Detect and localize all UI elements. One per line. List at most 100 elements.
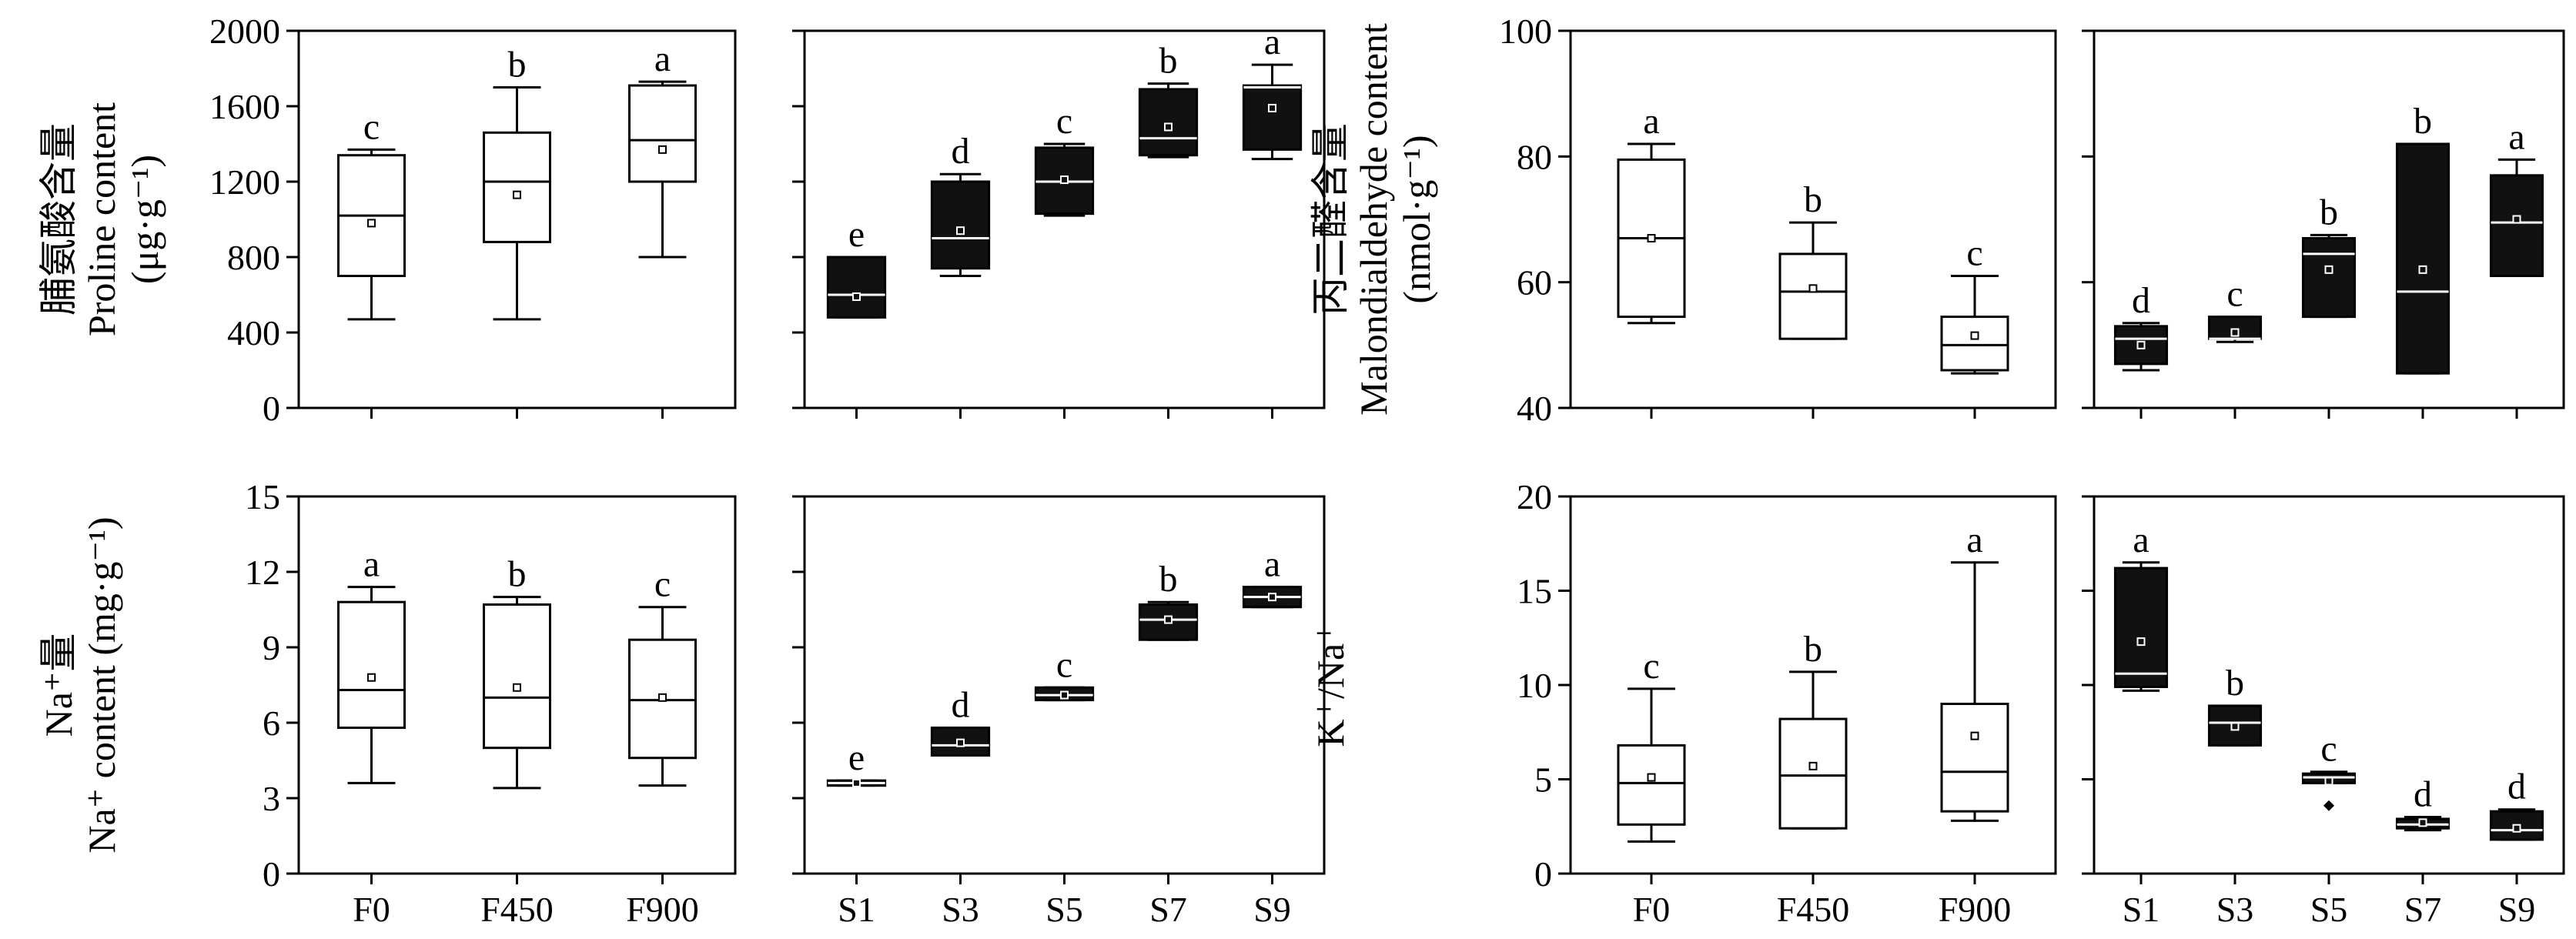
- panel-malondialdehyde-left: 40 60 80 100 a b c: [1499, 12, 2057, 428]
- box-S9: S9 d: [2489, 767, 2544, 929]
- x-tick-label: F900: [626, 890, 699, 929]
- significance-letter: c: [1056, 644, 1072, 685]
- x-tick-label: F450: [1777, 890, 1850, 929]
- box-S9: a: [2489, 116, 2544, 419]
- y-tick-label: 10: [1517, 666, 1552, 705]
- x-tick-label: F900: [1939, 890, 2012, 929]
- panel-proline-right: e d c b a: [792, 22, 1326, 419]
- mean-marker: [2136, 637, 2146, 647]
- box-F450: b: [1778, 179, 1848, 419]
- iqr-box: [2113, 566, 2169, 688]
- y-tick-label: 15: [1517, 572, 1552, 611]
- mean-marker: [658, 693, 667, 702]
- x-tick-label: S9: [1253, 890, 1291, 929]
- panel-malondialdehyde-right: d c b b a: [2082, 29, 2565, 419]
- panel-na-content-left: 0 3 6 9 12 15 F0 a F450 b F900 c: [245, 477, 737, 929]
- y-tick-label: 0: [263, 389, 280, 428]
- mean-marker: [1970, 731, 1979, 740]
- box-S3: d: [930, 131, 991, 419]
- iqr-box: [930, 727, 991, 757]
- y-axis-label: K⁺/Na⁺: [1309, 623, 1352, 747]
- x-tick-label: F450: [480, 890, 554, 929]
- mean-marker: [2512, 824, 2521, 833]
- x-tick-label: S5: [1045, 890, 1083, 929]
- mean-marker: [2230, 722, 2240, 731]
- y-tick-label: 60: [1517, 263, 1552, 302]
- significance-letter: e: [848, 737, 865, 778]
- mean-marker: [1808, 761, 1818, 770]
- mean-marker: [658, 145, 667, 154]
- box-F900: c: [1940, 233, 2009, 419]
- iqr-box: [930, 180, 991, 270]
- y-tick-label: 6: [263, 703, 280, 743]
- y-tick-label: 9: [263, 628, 280, 667]
- mean-marker: [1164, 615, 1173, 624]
- mean-marker: [956, 226, 965, 236]
- y-tick-label: 400: [227, 313, 280, 353]
- y-axis-label: 丙二醛含量 Malondialdehyde content (nmol·g⁻¹): [1309, 23, 1438, 416]
- significance-letter: c: [363, 106, 380, 147]
- iqr-box: [1778, 252, 1848, 340]
- y-axis-label-line: 脯氨酸含量: [37, 123, 80, 316]
- box-S7: S7 d: [2395, 774, 2451, 929]
- significance-letter: a: [1643, 101, 1659, 142]
- box-S1: e: [826, 214, 887, 419]
- y-axis-label-line: Malondialdehyde content: [1352, 23, 1395, 416]
- panel-k-na-ratio-left: 0 5 10 15 20 F0 c F450 b F900 a: [1517, 477, 2057, 929]
- significance-letter: c: [1966, 233, 1982, 274]
- mean-marker: [1268, 103, 1276, 112]
- iqr-box: [483, 603, 551, 750]
- chart-k-na-ratio: 0 5 10 15 20 F0 c F450 b F900 a S1 a S3 b S5 c S7 d S9 d K⁺/N…: [1309, 477, 2565, 929]
- y-tick-label: 800: [227, 238, 280, 277]
- iqr-box: [826, 256, 887, 319]
- iqr-box: [628, 84, 697, 183]
- chart-na-content: 0 3 6 9 12 15 F0 a F450 b F900 c S1 e S3 d S5 c S7 b S9 a Na⁺量…: [37, 477, 1326, 929]
- y-axis-label-line: Na⁺量: [37, 633, 80, 737]
- significance-letter: b: [1804, 179, 1822, 220]
- y-axis-label: 脯氨酸含量 Proline content (μg·g⁻¹): [37, 102, 166, 336]
- y-axis-label-line: Na⁺ content (mg·g⁻¹): [80, 516, 123, 853]
- iqr-box: [2395, 142, 2451, 375]
- x-tick-label: S7: [2404, 890, 2442, 929]
- panel-na-content-right: S1 e S3 d S5 c S7 b S9 a: [792, 495, 1326, 929]
- box-F0: a: [1617, 101, 1686, 419]
- box-F900: F900 c: [626, 564, 699, 929]
- x-tick-label: F0: [1633, 890, 1671, 929]
- box-F450: F450 b: [480, 554, 554, 929]
- x-tick-label: S7: [1149, 890, 1187, 929]
- box-S1: d: [2113, 280, 2169, 419]
- significance-letter: b: [2226, 663, 2244, 703]
- x-tick-label: S9: [2498, 890, 2536, 929]
- y-tick-label: 12: [245, 553, 280, 592]
- chart-malondialdehyde: 40 60 80 100 a b c d c b b a 丙二醛含量 Malondialdehyde co…: [1309, 12, 2565, 428]
- mean-marker: [1060, 690, 1069, 700]
- y-tick-label: 5: [1534, 760, 1552, 800]
- box-S5: b: [2301, 192, 2357, 419]
- mean-marker: [2512, 215, 2521, 224]
- mean-marker: [367, 219, 376, 228]
- significance-letter: d: [2132, 280, 2150, 321]
- x-tick-label: S5: [2310, 890, 2348, 929]
- mean-marker: [2418, 265, 2427, 274]
- box-S3: c: [2207, 274, 2263, 419]
- mean-marker: [1268, 593, 1276, 602]
- y-tick-label: 40: [1517, 389, 1552, 428]
- iqr-box: [337, 600, 406, 730]
- box-F0: F0 c: [1617, 646, 1686, 929]
- box-F450: b: [483, 45, 551, 419]
- x-tick-label: S1: [2123, 890, 2160, 929]
- significance-letter: c: [1056, 101, 1072, 142]
- iqr-box: [2113, 325, 2169, 366]
- significance-letter: a: [2508, 116, 2524, 157]
- y-tick-label: 15: [245, 477, 280, 516]
- chart-proline: 0 400 800 1200 1600 2000 c b a e d c b a 脯氨酸含量 Proline …: [37, 12, 1326, 428]
- significance-letter: b: [1159, 41, 1178, 82]
- mean-marker: [2324, 777, 2333, 786]
- mean-marker: [2136, 340, 2146, 349]
- iqr-box: [2489, 174, 2544, 277]
- iqr-box: [1778, 717, 1848, 830]
- significance-letter: c: [2226, 274, 2243, 315]
- mean-marker: [1647, 773, 1656, 782]
- mean-marker: [2418, 818, 2427, 827]
